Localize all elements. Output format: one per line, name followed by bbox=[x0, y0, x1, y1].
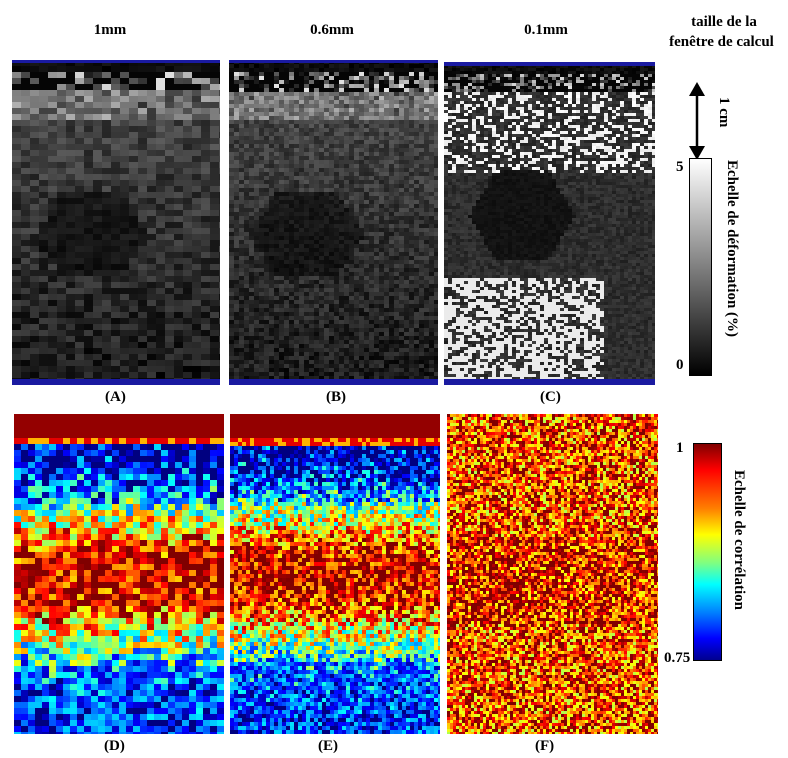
panel-b-strain-0-6mm bbox=[229, 60, 438, 385]
header-0-6mm: 0.6mm bbox=[292, 22, 372, 39]
correlation-scale-max: 1 bbox=[676, 440, 684, 457]
correlation-colorbar bbox=[693, 443, 722, 661]
correlation-scale-min: 0.75 bbox=[664, 650, 690, 667]
label-f: (F) bbox=[535, 738, 554, 755]
header-1mm: 1mm bbox=[70, 22, 150, 39]
scale-bar-arrow bbox=[689, 82, 705, 160]
label-d: (D) bbox=[104, 738, 125, 755]
panel-f-correlation-0-1mm bbox=[447, 414, 658, 734]
strain-scale-title: Echelle de déformation (%) bbox=[723, 160, 740, 337]
label-e: (E) bbox=[318, 738, 338, 755]
panel-e-correlation-0-6mm bbox=[230, 414, 440, 734]
strain-scale-min: 0 bbox=[676, 357, 684, 374]
strain-scale-max: 5 bbox=[676, 159, 684, 176]
panel-d-correlation-1mm bbox=[14, 414, 224, 734]
header-window-size-line2: fenêtre de calcul bbox=[655, 34, 788, 51]
correlation-scale-title: Echelle de corrélation bbox=[730, 470, 747, 610]
label-a: (A) bbox=[105, 389, 126, 406]
panel-a-strain-1mm bbox=[12, 60, 220, 385]
label-c: (C) bbox=[540, 389, 561, 406]
scale-bar-label: 1 cm bbox=[715, 97, 732, 127]
panel-c-strain-0-1mm bbox=[444, 62, 655, 385]
header-window-size-line1: taille de la bbox=[660, 14, 788, 31]
label-b: (B) bbox=[326, 389, 346, 406]
strain-colorbar bbox=[689, 158, 712, 376]
header-0-1mm: 0.1mm bbox=[506, 22, 586, 39]
